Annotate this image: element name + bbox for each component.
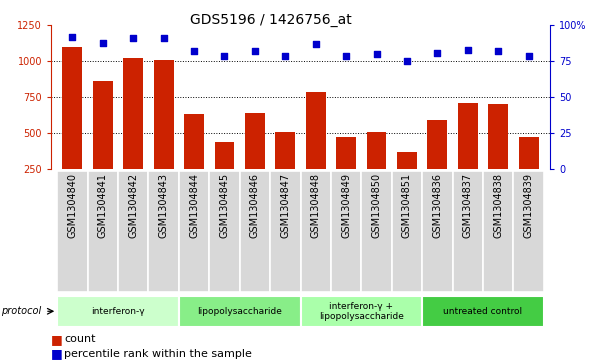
Text: GSM1304851: GSM1304851 [402, 173, 412, 238]
Bar [483, 171, 513, 292]
Bar [422, 296, 544, 327]
Text: GDS5196 / 1426756_at: GDS5196 / 1426756_at [189, 13, 352, 27]
Bar [453, 171, 483, 292]
Bar [300, 296, 422, 327]
Text: GSM1304840: GSM1304840 [67, 173, 78, 238]
Text: GSM1304839: GSM1304839 [523, 173, 534, 238]
Point [281, 53, 290, 58]
Point [433, 50, 442, 56]
Bar [240, 171, 270, 292]
Text: GSM1304846: GSM1304846 [250, 173, 260, 238]
Bar [209, 171, 240, 292]
Bar [57, 171, 88, 292]
Point [219, 53, 229, 58]
Text: GSM1304838: GSM1304838 [493, 173, 503, 238]
Bar [184, 114, 204, 205]
Bar [367, 132, 386, 205]
Text: lipopolysaccharide: lipopolysaccharide [197, 307, 282, 316]
Text: protocol: protocol [1, 306, 41, 316]
Point [402, 58, 412, 64]
Bar [336, 137, 356, 205]
Bar [148, 171, 179, 292]
Text: GSM1304850: GSM1304850 [371, 173, 382, 238]
Text: untreated control: untreated control [444, 307, 522, 316]
Bar [489, 103, 508, 205]
Text: interferon-γ +
lipopolysaccharide: interferon-γ + lipopolysaccharide [319, 302, 404, 321]
Point [98, 40, 108, 45]
Point [372, 51, 382, 57]
Bar [519, 137, 538, 205]
Bar [427, 120, 447, 205]
Text: GSM1304847: GSM1304847 [280, 173, 290, 238]
Text: GSM1304845: GSM1304845 [219, 173, 230, 238]
Text: interferon-γ: interferon-γ [91, 307, 145, 316]
Bar [422, 171, 453, 292]
Point [463, 47, 472, 53]
Bar [63, 47, 82, 205]
Point [67, 34, 77, 40]
Bar [275, 132, 295, 205]
Bar [123, 58, 143, 205]
Bar [245, 113, 265, 205]
Bar [306, 92, 326, 205]
Bar [513, 171, 544, 292]
Point [250, 48, 260, 54]
Bar [179, 296, 300, 327]
Bar [215, 142, 234, 205]
Text: GSM1304844: GSM1304844 [189, 173, 199, 238]
Text: GSM1304842: GSM1304842 [128, 173, 138, 238]
Text: GSM1304843: GSM1304843 [159, 173, 169, 238]
Bar [300, 171, 331, 292]
Bar [392, 171, 422, 292]
Bar [458, 103, 478, 205]
Text: GSM1304849: GSM1304849 [341, 173, 351, 238]
Point [189, 48, 199, 54]
Point [524, 53, 534, 58]
Text: GSM1304836: GSM1304836 [432, 173, 442, 238]
Point [129, 36, 138, 41]
Text: count: count [64, 334, 96, 344]
Bar [397, 152, 417, 205]
Point [493, 48, 503, 54]
Text: ■: ■ [51, 333, 63, 346]
Bar [57, 296, 179, 327]
Bar [179, 171, 209, 292]
Text: GSM1304841: GSM1304841 [98, 173, 108, 238]
Point [311, 41, 320, 47]
Text: percentile rank within the sample: percentile rank within the sample [64, 349, 252, 359]
Bar [361, 171, 392, 292]
Text: ■: ■ [51, 347, 63, 360]
Point [159, 36, 168, 41]
Text: GSM1304848: GSM1304848 [311, 173, 321, 238]
Bar [270, 171, 300, 292]
Bar [154, 60, 174, 205]
Text: GSM1304837: GSM1304837 [463, 173, 473, 238]
Bar [88, 171, 118, 292]
Bar [93, 81, 112, 205]
Bar [331, 171, 361, 292]
Point [341, 53, 351, 58]
Bar [118, 171, 148, 292]
